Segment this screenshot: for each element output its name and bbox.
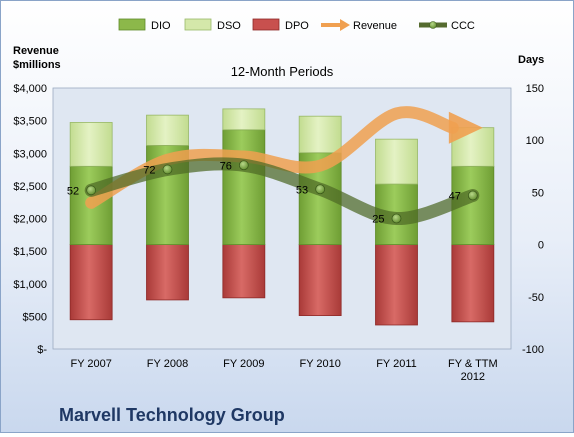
y-left-tick-label: $1,500: [13, 246, 47, 258]
x-tick-label: FY 2007: [70, 358, 111, 370]
y-right-tick-label: 100: [526, 135, 544, 147]
ccc-marker: [467, 190, 478, 201]
ccc-marker: [391, 213, 402, 224]
y-left-axis-label-line2: $millions: [13, 59, 61, 71]
bar-dso: [298, 115, 342, 154]
y-left-tick-label: $-: [37, 344, 47, 356]
legend-label-ccc: CCC: [451, 20, 475, 32]
ccc-data-label: 25: [372, 214, 384, 226]
x-tick-label: FY & TTM: [448, 358, 498, 370]
bar-dio: [222, 129, 266, 245]
ccc-marker: [315, 184, 326, 195]
company-name: Marvell Technology Group: [59, 405, 285, 425]
bars: [69, 108, 495, 326]
legend-swatch-dpo: [252, 18, 280, 31]
y-left-tick-label: $2,000: [13, 214, 47, 226]
y-right-tick-label: -50: [528, 292, 544, 304]
revenue-series: [85, 106, 483, 209]
y-right-tick-label: -100: [522, 344, 544, 356]
ccc-marker: [238, 160, 249, 171]
legend-swatch-dso: [184, 18, 212, 31]
legend-label-dio: DIO: [151, 20, 171, 32]
legend-swatch-dio: [118, 18, 146, 31]
bar-dpo: [298, 244, 342, 316]
bar-dso: [222, 108, 266, 131]
chart-title: 12-Month Periods: [231, 64, 334, 79]
ccc-marker: [86, 185, 97, 196]
x-tick-label: FY 2010: [299, 358, 340, 370]
bar-dpo: [222, 244, 266, 299]
bar-dso: [146, 114, 189, 146]
axes: $- $500 $1,000 $1,500 $2,000 $2,500 $3,000 $3,5…: [13, 83, 544, 383]
y-left-tick-label: $500: [23, 311, 47, 323]
legend-label-revenue: Revenue: [353, 20, 397, 32]
y-left-tick-label: $1,000: [13, 279, 47, 291]
ccc-series: 52 72 76 53 25 47: [67, 157, 480, 226]
y-right-tick-label: 0: [538, 240, 544, 252]
y-left-axis-label-line1: Revenue: [13, 45, 59, 57]
y-left-tick-label: $2,500: [13, 181, 47, 193]
x-tick-label: FY 2009: [223, 358, 264, 370]
bar-dpo: [451, 244, 495, 323]
ccc-data-label: 47: [449, 191, 461, 203]
ccc-marker: [162, 164, 173, 175]
legend-arrowhead-revenue: [340, 19, 350, 31]
y-left-tick-label: $3,500: [13, 116, 47, 128]
y-left-tick-label: $3,000: [13, 148, 47, 160]
bar-dso: [69, 122, 113, 167]
ccc-data-label: 76: [220, 160, 232, 172]
y-right-tick-label: 150: [526, 83, 544, 95]
ccc-data-label: 53: [296, 184, 308, 196]
revenue-line: [85, 106, 459, 209]
bar-dpo: [146, 244, 189, 301]
y-right-axis-label: Days: [518, 54, 544, 66]
ccc-data-label: 72: [143, 164, 155, 176]
x-tick-label: FY 2008: [147, 358, 188, 370]
y-left-tick-label: $4,000: [13, 83, 47, 95]
y-right-tick-label: 50: [532, 187, 544, 199]
ccc-data-label: 52: [67, 185, 79, 197]
legend-marker-ccc: [429, 21, 437, 29]
plot-area: [52, 87, 512, 350]
x-tick-label: 2012: [461, 371, 485, 383]
legend-label-dso: DSO: [217, 20, 241, 32]
bar-dpo: [375, 244, 418, 326]
legend-label-dpo: DPO: [285, 20, 309, 32]
x-tick-label: FY 2011: [376, 358, 417, 370]
legend: DIO DSO DPO Revenue CCC: [118, 18, 475, 32]
bar-dpo: [69, 244, 113, 321]
revenue-arrowhead: [448, 111, 483, 144]
bar-dso: [375, 138, 418, 185]
